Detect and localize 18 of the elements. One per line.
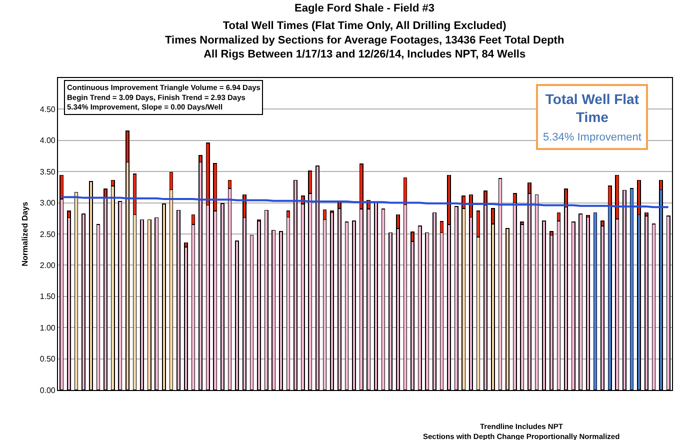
y-tick-label: 0.50 xyxy=(40,354,56,364)
y-tick-label: 2.00 xyxy=(40,261,56,270)
y-tick-label: 4.50 xyxy=(40,105,56,114)
chart-subtitle: Total Well Times (Flat Time Only, All Drilling Excluded) Times Normalized by Sections for Average Footages, 13436 Feet Total Depth All Rigs Between 1/17/13 and 12/26/14, Includes NPT, 84 Wells xyxy=(165,20,564,61)
y-tick-label: 2.50 xyxy=(40,230,56,239)
y-tick-label: 1.00 xyxy=(40,323,56,332)
y-tick-label: 1.50 xyxy=(40,292,56,302)
chart-title: Eagle Ford Shale - Field #3 xyxy=(294,2,434,15)
line-series xyxy=(60,196,670,208)
annotation: 5.34% Improvement xyxy=(543,131,642,144)
y-tick-label: 0.00 xyxy=(40,386,56,395)
y-tick-label: 4.00 xyxy=(40,136,56,146)
annotation: Total Well Flat Time xyxy=(545,91,640,126)
y-tick-label: 3.00 xyxy=(40,198,56,208)
y-tick-label: 3.50 xyxy=(40,167,56,176)
bar xyxy=(104,188,108,198)
bar xyxy=(608,186,612,206)
y-axis-title: Normalized Days xyxy=(20,201,30,266)
